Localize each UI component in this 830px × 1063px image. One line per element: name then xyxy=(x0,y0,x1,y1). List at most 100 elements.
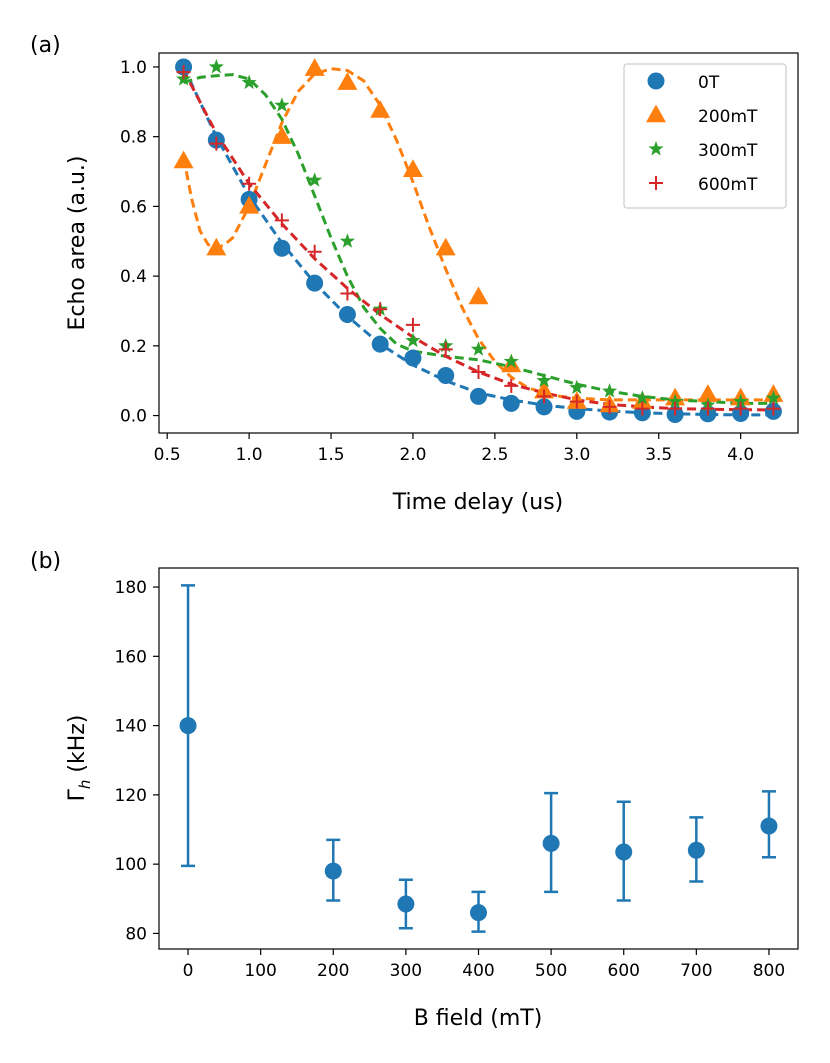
x-tick-label: 500 xyxy=(535,961,567,981)
data-point-300mt xyxy=(339,233,356,248)
panel-b-y-ticks: 80 100 120 140 160 180 xyxy=(115,578,159,944)
legend: 0T 200mT 300mT 600mT xyxy=(623,63,787,209)
data-point-200mt xyxy=(173,150,194,169)
data-point-300mt xyxy=(667,393,683,409)
data-point-300mt xyxy=(274,97,290,112)
data-point-600mt xyxy=(438,342,453,357)
y-tick-label: 0.4 xyxy=(120,267,147,287)
data-point-200mt xyxy=(697,384,718,402)
data-point-200mt xyxy=(337,72,358,90)
legend-marker-300mt xyxy=(648,141,664,156)
x-tick-label: 700 xyxy=(680,961,712,981)
data-point-600mt xyxy=(602,399,617,414)
x-tick-label: 100 xyxy=(244,961,276,981)
x-tick-label: 800 xyxy=(753,961,785,981)
x-tick-label: 3.0 xyxy=(563,445,590,465)
data-point-600mt xyxy=(766,401,781,416)
panel-a-label: (a) xyxy=(30,33,61,58)
data-point-200mt xyxy=(370,100,391,118)
data-point-600mt xyxy=(700,401,715,416)
y-tick-label: 0.0 xyxy=(120,407,147,427)
data-point-200mt xyxy=(239,195,260,214)
y-tick-label: 0.6 xyxy=(120,197,147,217)
x-tick-label: 0.5 xyxy=(154,445,181,465)
x-tick-label: 4.0 xyxy=(727,445,754,465)
data-point-0t xyxy=(338,305,356,323)
data-point-0t xyxy=(502,394,520,412)
x-tick-label: 300 xyxy=(390,961,422,981)
panel-a-y-ticks: 0.0 0.2 0.4 0.6 0.8 1.0 xyxy=(120,58,159,427)
data-point xyxy=(615,843,633,861)
data-point-300mt xyxy=(241,74,257,90)
data-point-300mt xyxy=(569,379,585,395)
data-point-300mt xyxy=(307,172,323,187)
data-point-600mt xyxy=(274,213,289,228)
data-point-600mt xyxy=(471,364,486,379)
data-point-200mt xyxy=(304,58,325,76)
data-point-300mt xyxy=(208,58,224,74)
panel-b-y-axis-label: Γh (kHz) xyxy=(65,715,94,802)
y-tick-label: 140 xyxy=(115,717,147,737)
legend-label-200mt: 200mT xyxy=(698,107,758,127)
y-tick-label: 0.2 xyxy=(120,337,147,357)
data-point xyxy=(542,834,560,852)
panel-b-data-points xyxy=(179,584,778,933)
data-point-300mt xyxy=(733,393,749,409)
x-tick-label: 0 xyxy=(183,961,194,981)
legend-label-0t: 0T xyxy=(698,73,720,93)
data-point-600mt xyxy=(242,176,257,191)
data-point xyxy=(760,817,778,835)
x-tick-label: 2.0 xyxy=(399,445,426,465)
x-tick-label: 1.0 xyxy=(236,445,263,465)
legend-marker-0t xyxy=(647,72,665,90)
data-point-0t xyxy=(437,366,455,384)
x-tick-label: 400 xyxy=(462,961,494,981)
panel-a-data-points xyxy=(173,58,784,424)
data-point-0t xyxy=(306,274,324,292)
x-tick-label: 600 xyxy=(608,961,640,981)
x-tick-label: 3.5 xyxy=(645,445,672,465)
panel-b-x-axis-label: B field (mT) xyxy=(414,1006,543,1031)
fit-curve-200mt xyxy=(182,67,774,402)
legend-marker-200mt xyxy=(646,104,666,123)
data-point-0t xyxy=(470,387,487,405)
data-point-200mt xyxy=(271,126,292,144)
y-tick-label: 180 xyxy=(115,578,147,598)
data-point-600mt xyxy=(668,401,683,416)
data-point-600mt xyxy=(537,389,552,404)
data-point-600mt xyxy=(340,286,355,301)
panel-b-label: (b) xyxy=(30,549,61,574)
y-tick-label: 120 xyxy=(115,786,147,806)
data-point xyxy=(324,862,342,880)
data-point xyxy=(179,717,197,735)
legend-label-300mt: 300mT xyxy=(698,141,758,161)
data-point-600mt xyxy=(733,401,748,416)
panel-b: (b) 0 100 200 300 400 500 600 700 800 80 100 120 14… xyxy=(30,549,799,1031)
legend-marker-600mt xyxy=(649,176,663,190)
y-tick-label: 0.8 xyxy=(120,128,147,148)
data-point-0t xyxy=(371,335,389,353)
y-tick-label: 80 xyxy=(125,924,147,944)
data-point-200mt xyxy=(435,237,456,256)
data-point-300mt xyxy=(405,332,421,348)
y-tick-label: 1.0 xyxy=(120,58,147,78)
data-point-200mt xyxy=(206,237,227,256)
y-tick-label: 100 xyxy=(115,855,147,875)
data-point-200mt xyxy=(402,159,423,177)
data-point-300mt xyxy=(470,341,487,356)
data-point-200mt xyxy=(468,286,489,305)
data-point xyxy=(687,841,705,859)
x-tick-label: 1.5 xyxy=(318,445,345,465)
legend-label-600mt: 600mT xyxy=(698,175,758,195)
x-tick-label: 2.5 xyxy=(481,445,508,465)
data-point xyxy=(397,895,415,913)
data-point-0t xyxy=(404,349,422,367)
data-point-300mt xyxy=(601,383,618,398)
legend-markers xyxy=(646,72,666,190)
data-point-300mt xyxy=(765,390,782,405)
panel-a-y-axis-label: Echo area (a.u.) xyxy=(65,155,90,330)
y-tick-label: 160 xyxy=(115,647,147,667)
data-point-300mt xyxy=(634,390,650,405)
data-point-300mt xyxy=(536,372,552,388)
data-point-600mt xyxy=(405,317,420,332)
